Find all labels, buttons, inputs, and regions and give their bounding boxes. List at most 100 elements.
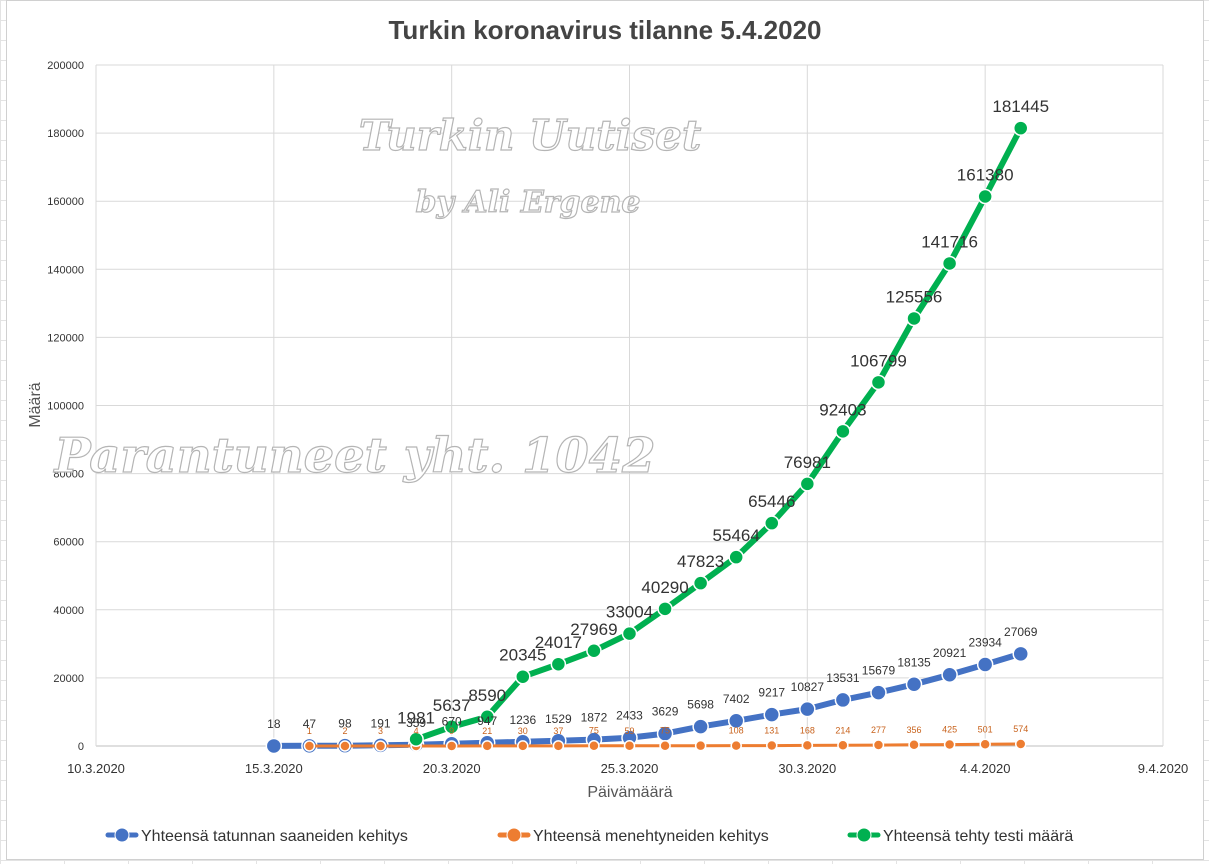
data-label-tests: 92403 (819, 400, 866, 419)
data-label-tests: 47823 (677, 552, 724, 571)
data-labels: 18 47 98 191 359 670 947 1236 1529 1872 2433 362956… (267, 97, 1049, 736)
data-point-confirmed (763, 706, 781, 723)
data-label-confirmed: 1236 (509, 713, 536, 727)
data-label-deaths: 356 (907, 725, 922, 735)
data-label-confirmed: 5698 (687, 698, 714, 712)
data-point-confirmed (727, 712, 745, 730)
data-point-deaths (908, 739, 920, 751)
y-tick-label: 100000 (47, 401, 84, 413)
data-point-deaths (979, 738, 991, 751)
data-label-tests: 27969 (570, 620, 617, 639)
data-label-deaths: 9 (449, 726, 454, 736)
data-label-tests: 181445 (992, 97, 1049, 116)
data-point-tests (550, 656, 567, 672)
watermark-recovered: Parantuneet yht. 1042 (52, 428, 655, 484)
data-label-confirmed: 1872 (581, 711, 608, 725)
data-label-tests: 20345 (499, 646, 546, 665)
data-label-confirmed: 23934 (968, 636, 1002, 650)
data-label-confirmed: 7402 (723, 692, 750, 706)
legend-entry-label: Yhteensä menehtyneiden kehitys (533, 828, 769, 845)
data-label-confirmed: 27069 (1004, 625, 1038, 639)
data-label-confirmed: 98 (338, 717, 352, 731)
data-label-confirmed: 9217 (758, 686, 785, 700)
data-point-tests (728, 549, 744, 565)
data-point-deaths (623, 740, 636, 752)
data-point-deaths (837, 739, 849, 752)
y-tick-label: 120000 (47, 332, 84, 344)
data-label-deaths: 75 (589, 726, 599, 736)
data-point-confirmed (870, 684, 887, 701)
data-label-tests: 55464 (713, 526, 760, 545)
legend-swatch-marker (506, 827, 522, 843)
chart-area[interactable] (6, 0, 1204, 860)
data-label-tests: 76981 (784, 453, 831, 472)
x-tick-label: 9.4.2020 (1138, 761, 1189, 776)
x-tick-label: 30.3.2020 (778, 761, 836, 776)
data-point-tests (657, 601, 673, 617)
data-point-tests (692, 575, 709, 591)
data-label-tests: 8590 (468, 686, 506, 705)
data-label-deaths: 4 (414, 726, 419, 736)
data-point-deaths (659, 739, 671, 752)
data-point-deaths (339, 740, 351, 752)
watermark-brand: Turkin Uutiset (359, 111, 702, 160)
series-line-tests (413, 125, 1024, 743)
x-tick-label: 15.3.2020 (245, 761, 303, 776)
data-point-confirmed (976, 656, 994, 673)
data-label-tests: 1981 (397, 708, 435, 727)
data-point-tests (586, 643, 602, 659)
y-tick-label: 80000 (53, 469, 84, 481)
x-tick-label: 20.3.2020 (423, 761, 481, 776)
data-label-deaths: 425 (942, 725, 957, 735)
data-point-deaths (445, 740, 458, 752)
data-point-tests (835, 423, 851, 440)
data-point-tests (764, 515, 780, 531)
data-label-confirmed: 20921 (933, 646, 967, 660)
data-point-deaths (766, 739, 778, 752)
data-label-confirmed: 15679 (862, 664, 896, 678)
data-label-tests: 141716 (921, 232, 978, 251)
data-point-confirmed (905, 676, 923, 693)
data-point-deaths (872, 739, 885, 751)
y-tick-label: 140000 (47, 264, 84, 276)
data-point-deaths (303, 740, 316, 752)
y-tick-label: 180000 (47, 128, 84, 140)
y-tick-label: 20000 (53, 673, 84, 685)
data-label-tests: 161380 (957, 166, 1014, 185)
data-label-confirmed: 359 (406, 716, 426, 730)
data-label-confirmed: 13531 (826, 671, 860, 685)
data-label-deaths: 277 (871, 725, 886, 735)
data-label-confirmed: 18 (267, 717, 281, 731)
data-label-confirmed: 947 (477, 714, 497, 728)
data-point-tests (977, 188, 993, 205)
data-point-deaths (694, 739, 707, 752)
data-point-tests (870, 374, 887, 391)
data-label-deaths: 214 (835, 725, 850, 735)
data-label-tests: 5637 (433, 696, 471, 715)
data-point-tests (799, 476, 816, 492)
data-label-tests: 106799 (850, 351, 907, 370)
data-point-tests (443, 719, 460, 735)
data-point-deaths (801, 739, 814, 752)
data-label-tests: 40290 (641, 578, 688, 597)
data-point-deaths (943, 738, 956, 751)
x-tick-label: 10.3.2020 (67, 761, 125, 776)
data-point-deaths (552, 740, 565, 752)
data-point-tests (479, 709, 495, 725)
data-point-deaths (374, 740, 387, 752)
legend-entry-label: Yhteensä tehty testi määrä (883, 828, 1073, 845)
data-point-tests (408, 731, 424, 748)
data-label-confirmed: 10827 (791, 680, 825, 694)
data-label-deaths: 574 (1013, 724, 1028, 734)
data-label-deaths: 131 (764, 726, 779, 736)
data-point-deaths (481, 740, 493, 752)
data-series (265, 120, 1029, 755)
legend-entry-label: Yhteensä tatunnan saaneiden kehitys (141, 828, 408, 845)
data-point-tests (621, 625, 638, 642)
y-tick-label: 60000 (53, 537, 84, 549)
data-label-confirmed: 670 (442, 715, 462, 729)
data-point-tests (515, 668, 531, 685)
data-point-confirmed (1012, 645, 1029, 663)
y-tick-label: 160000 (47, 196, 84, 208)
data-label-deaths: 1 (307, 726, 312, 736)
